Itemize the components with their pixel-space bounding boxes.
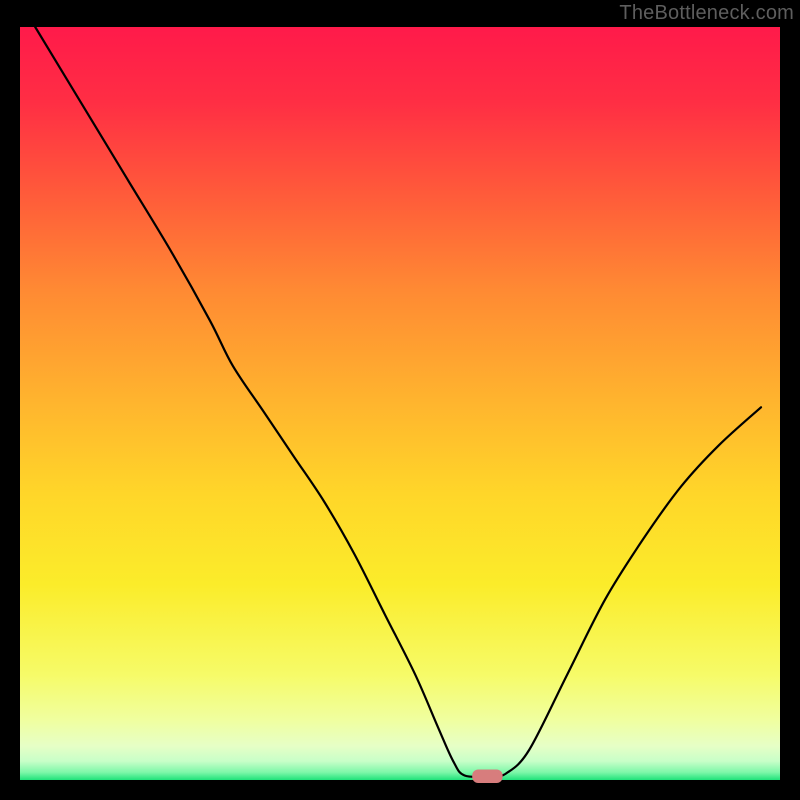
chart-frame: TheBottleneck.com xyxy=(0,0,800,800)
chart-background xyxy=(20,27,780,780)
watermark-text: TheBottleneck.com xyxy=(619,2,794,25)
optimal-marker xyxy=(472,769,502,783)
bottleneck-chart xyxy=(0,0,800,800)
